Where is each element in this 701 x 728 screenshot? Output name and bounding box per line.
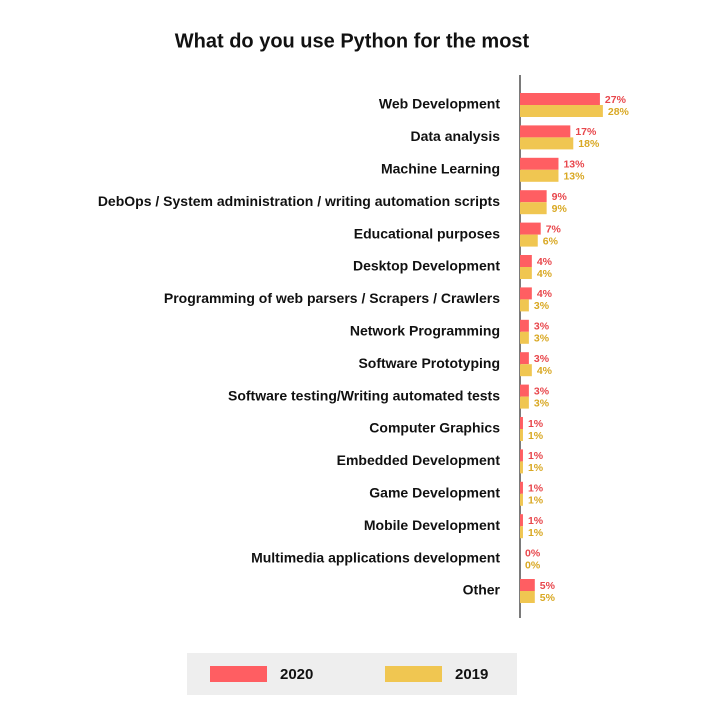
category-label: Desktop Development (353, 258, 500, 274)
value-label: 17% (575, 126, 597, 138)
bar (520, 417, 523, 429)
bar (520, 234, 538, 247)
value-label: 1% (528, 418, 544, 430)
category-label: Mobile Development (364, 517, 500, 533)
legend-swatch (385, 666, 442, 682)
bar (520, 190, 547, 203)
bar (520, 331, 529, 344)
value-label: 9% (552, 203, 568, 215)
bar (520, 514, 523, 527)
value-label: 18% (578, 138, 600, 150)
bar (520, 299, 529, 312)
value-label: 27% (605, 94, 627, 106)
bar (520, 105, 603, 117)
bar (520, 137, 574, 150)
bar (520, 493, 523, 506)
bar (520, 93, 600, 105)
value-label: 6% (543, 235, 559, 247)
value-label: 0% (525, 547, 541, 559)
value-label: 4% (537, 268, 553, 280)
category-label: Software testing/Writing automated tests (228, 387, 500, 403)
chart-title: What do you use Python for the most (175, 30, 530, 52)
category-label: Network Programming (350, 323, 500, 339)
bar (520, 526, 523, 539)
bar (520, 429, 523, 441)
category-label: Web Development (379, 96, 500, 112)
category-label: Multimedia applications development (251, 549, 500, 565)
value-label: 1% (528, 527, 544, 539)
category-label: Embedded Development (337, 452, 501, 468)
value-label: 3% (534, 333, 550, 345)
value-label: 3% (534, 397, 550, 409)
bar (520, 287, 532, 300)
value-label: 13% (563, 171, 585, 183)
bar (520, 461, 523, 474)
bar (520, 352, 529, 365)
bar (520, 364, 532, 377)
bar (520, 255, 532, 267)
legend-label: 2020 (280, 666, 313, 683)
value-label: 5% (540, 580, 556, 592)
category-label: Software Prototyping (358, 355, 500, 371)
bar (520, 157, 559, 170)
value-label: 5% (540, 592, 556, 604)
value-label: 3% (534, 385, 550, 397)
bar (520, 169, 559, 182)
value-label: 1% (528, 483, 544, 495)
bar (520, 222, 541, 235)
bar (520, 319, 529, 332)
value-label: 4% (537, 288, 553, 300)
value-label: 3% (534, 321, 550, 333)
category-label: Data analysis (411, 128, 501, 144)
bar (520, 125, 571, 138)
category-label: Machine Learning (381, 161, 500, 177)
value-label: 9% (552, 191, 568, 203)
value-label: 1% (528, 430, 544, 442)
value-label: 4% (537, 256, 553, 268)
bar (520, 202, 547, 215)
bar (520, 267, 532, 279)
value-label: 1% (528, 462, 544, 474)
value-label: 28% (608, 106, 630, 118)
value-label: 1% (528, 495, 544, 507)
value-label: 1% (528, 515, 544, 527)
bar (520, 591, 535, 603)
category-label: Programming of web parsers / Scrapers / … (164, 290, 500, 306)
value-label: 3% (534, 353, 550, 365)
value-label: 4% (537, 365, 553, 377)
value-label: 0% (525, 559, 541, 571)
legend-swatch (210, 666, 267, 682)
value-label: 1% (528, 450, 544, 462)
category-label: Other (463, 582, 501, 598)
category-label: Game Development (369, 485, 500, 501)
value-label: 3% (534, 300, 550, 312)
bar (520, 481, 523, 494)
bar (520, 384, 529, 397)
category-label: Educational purposes (354, 225, 500, 241)
category-label: Computer Graphics (369, 420, 500, 436)
value-label: 13% (563, 159, 585, 171)
category-label: DebOps / System administration / writing… (98, 193, 500, 209)
bar (520, 579, 535, 591)
bar (520, 449, 523, 462)
legend-label: 2019 (455, 666, 488, 683)
value-label: 7% (546, 223, 562, 235)
bar (520, 396, 529, 409)
